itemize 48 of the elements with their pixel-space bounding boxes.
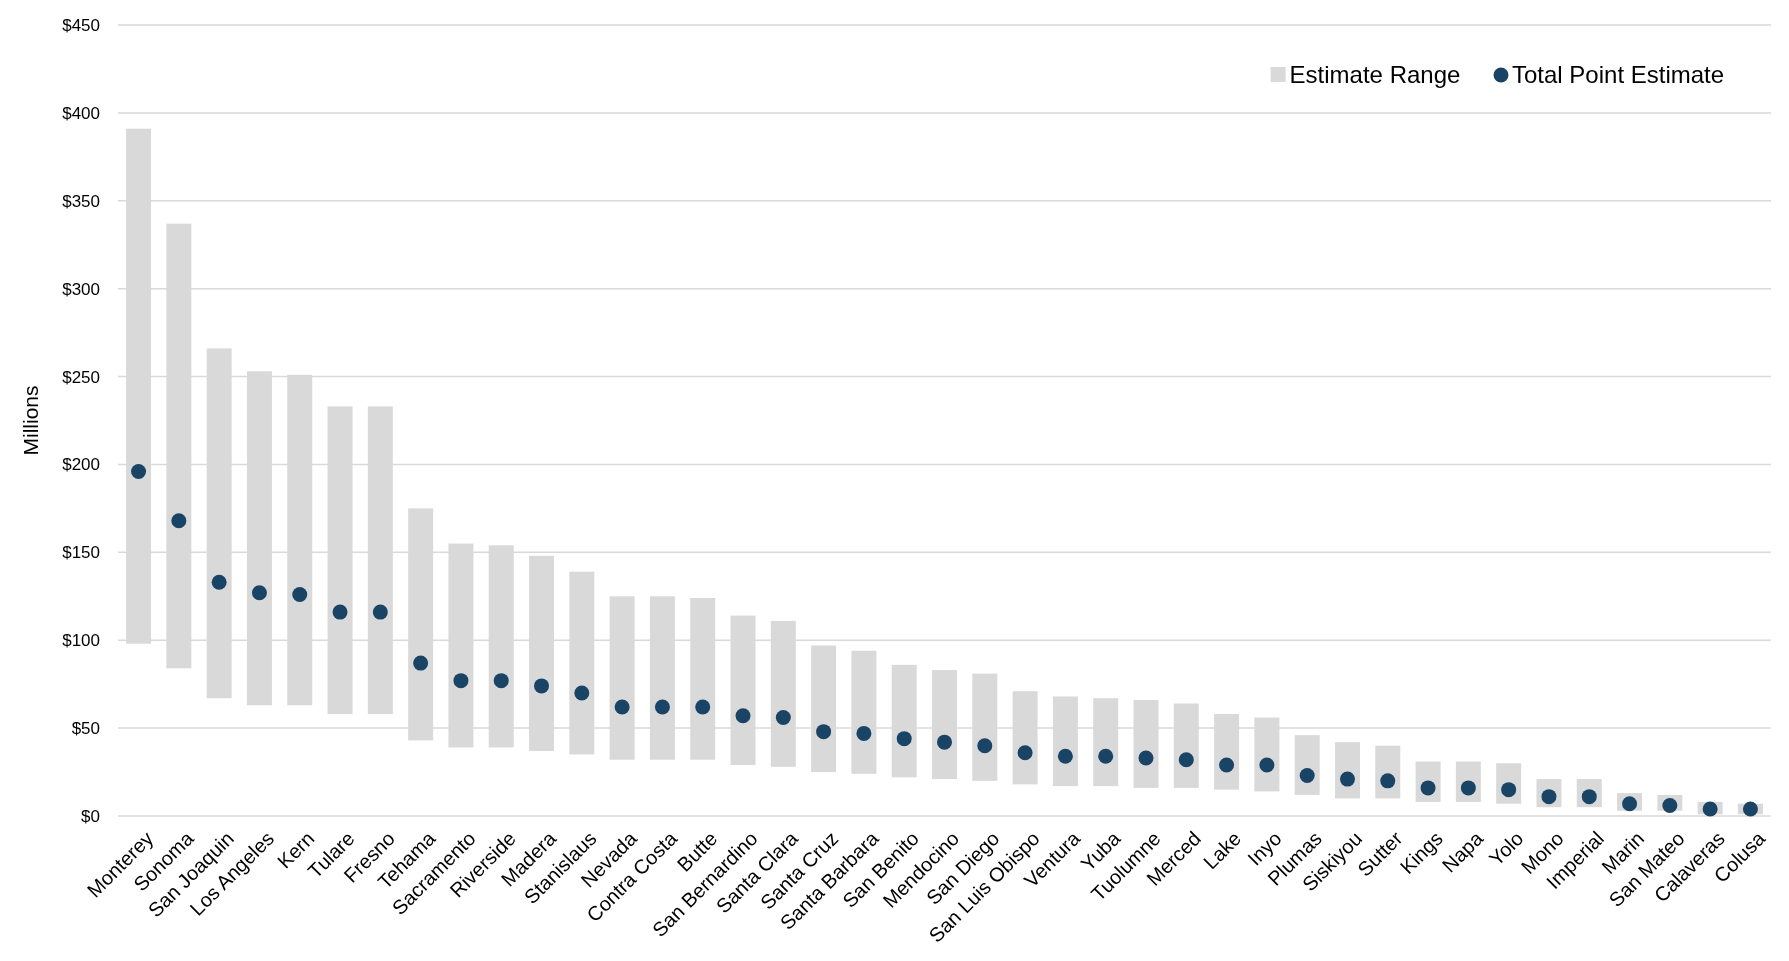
point xyxy=(1017,745,1033,761)
y-tick-label: $50 xyxy=(71,719,100,739)
y-axis-title: Millions xyxy=(19,385,42,456)
point xyxy=(896,731,912,747)
point xyxy=(735,708,751,724)
point xyxy=(493,673,509,689)
point xyxy=(1138,750,1154,766)
point xyxy=(1702,801,1718,817)
point xyxy=(1662,797,1678,813)
y-tick-label: $200 xyxy=(62,455,100,475)
y-tick-label: $0 xyxy=(81,806,100,826)
point xyxy=(131,463,147,479)
point xyxy=(372,604,388,620)
point xyxy=(171,513,187,529)
point xyxy=(1178,752,1194,768)
point xyxy=(1259,757,1275,773)
point xyxy=(1219,757,1235,773)
point xyxy=(1742,801,1758,817)
y-tick-label: $350 xyxy=(62,191,100,211)
point xyxy=(453,673,469,689)
point xyxy=(775,710,791,726)
point xyxy=(816,724,832,740)
point xyxy=(695,699,711,715)
point xyxy=(856,725,872,741)
point xyxy=(937,734,952,750)
point xyxy=(1339,771,1355,787)
y-tick-label: $150 xyxy=(62,543,100,563)
point xyxy=(1057,748,1073,764)
y-tick-label: $100 xyxy=(62,631,100,651)
legend-label: Estimate Range xyxy=(1289,61,1461,89)
point xyxy=(534,678,550,694)
point xyxy=(1299,768,1315,784)
y-tick-label: $250 xyxy=(62,367,100,387)
point xyxy=(1098,748,1114,764)
point xyxy=(614,699,630,715)
legend-label: Total Point Estimate xyxy=(1512,61,1725,89)
point xyxy=(211,574,227,590)
point xyxy=(413,655,429,671)
y-tick-label: $450 xyxy=(62,15,100,35)
y-tick-label: $400 xyxy=(62,103,100,123)
point xyxy=(251,585,267,601)
y-tick-label: $300 xyxy=(62,279,100,299)
point xyxy=(1380,773,1396,789)
point xyxy=(332,604,348,620)
point xyxy=(654,699,670,715)
point xyxy=(574,685,590,701)
point xyxy=(292,587,308,603)
point xyxy=(977,738,993,754)
